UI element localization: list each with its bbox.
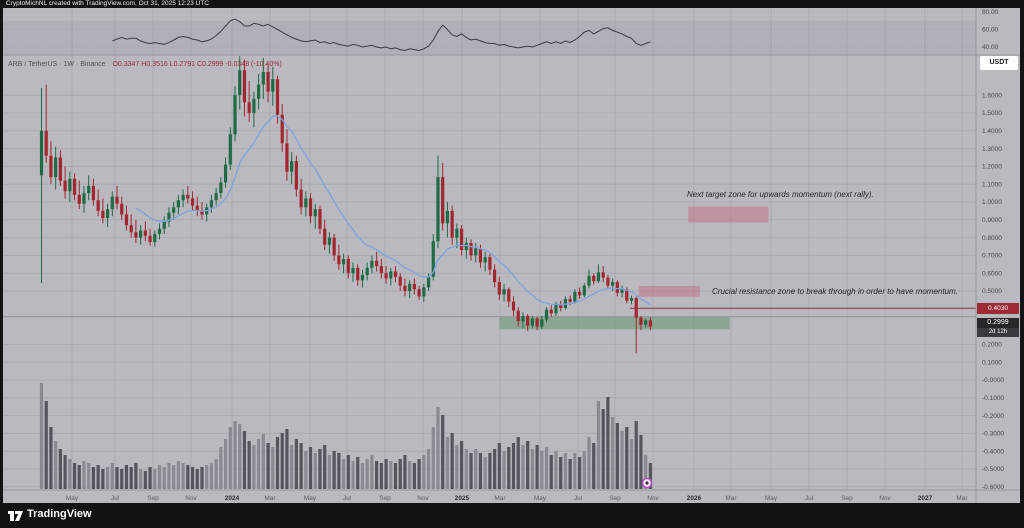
symbol-title[interactable]: ARB / TetherUS · 1W · Binance (8, 61, 106, 68)
svg-text:Sep: Sep (147, 495, 159, 502)
svg-text:2024: 2024 (225, 495, 240, 502)
svg-text:1.0000: 1.0000 (982, 199, 1002, 206)
svg-text:80.00: 80.00 (982, 9, 999, 16)
credit-text: CryptoMichNL created with TradingView.co… (6, 0, 210, 7)
svg-text:40.00: 40.00 (982, 44, 999, 51)
svg-text:0.6000: 0.6000 (982, 270, 1002, 277)
ohlc-values: O0.3347 H0.3516 L0.2791 C0.2999 -0.0348 … (112, 61, 282, 68)
svg-text:May: May (304, 495, 317, 502)
annotation-resistance-zone[interactable]: Crucial resistance zone to break through… (712, 287, 958, 296)
svg-text:Jul: Jul (805, 495, 814, 502)
svg-text:-0.1000: -0.1000 (982, 395, 1004, 402)
svg-text:1.6000: 1.6000 (982, 92, 1002, 99)
svg-text:Sep: Sep (841, 495, 853, 502)
tradingview-logo-icon[interactable] (8, 508, 24, 523)
symbol-legend[interactable]: ARB / TetherUS · 1W · Binance O0.3347 H0… (8, 61, 282, 68)
svg-text:0.2000: 0.2000 (982, 342, 1002, 349)
moving-average-line (135, 115, 651, 306)
svg-text:May: May (534, 495, 547, 502)
svg-text:Mar: Mar (264, 495, 276, 502)
time-axis[interactable]: May Jul Sep Nov 2024 Mar May Jul Sep Nov 2025 Mar Ma… (66, 495, 969, 502)
svg-text:2025: 2025 (455, 495, 470, 502)
svg-text:May: May (765, 495, 778, 502)
svg-text:Mar: Mar (494, 495, 506, 502)
svg-text:60.00: 60.00 (982, 27, 999, 34)
support-zone (499, 316, 730, 330)
svg-text:Jul: Jul (574, 495, 583, 502)
svg-text:Mar: Mar (956, 495, 968, 502)
svg-text:1.2000: 1.2000 (982, 164, 1002, 171)
svg-text:Sep: Sep (609, 495, 621, 502)
currency-toggle-button[interactable]: USDT (980, 56, 1018, 70)
volume-bars (39, 383, 652, 489)
rsi-line (112, 18, 651, 52)
svg-text:-0.0000: -0.0000 (982, 377, 1004, 384)
resistance-price-badge: 0.4030 (977, 303, 1019, 314)
svg-text:2027: 2027 (918, 495, 933, 502)
svg-text:Jul: Jul (111, 495, 120, 502)
svg-text:0.7000: 0.7000 (982, 253, 1002, 260)
svg-text:-0.4000: -0.4000 (982, 448, 1004, 455)
target-zone (688, 206, 769, 223)
svg-text:0.9000: 0.9000 (982, 217, 1002, 224)
svg-text:Nov: Nov (879, 495, 891, 502)
svg-text:-0.2000: -0.2000 (982, 413, 1004, 420)
rsi-axis[interactable]: 80.00 60.00 40.00 (982, 9, 999, 51)
svg-text:2026: 2026 (687, 495, 702, 502)
footer-bar: TradingView (0, 503, 1024, 528)
svg-text:0.5000: 0.5000 (982, 288, 1002, 295)
svg-text:0.1000: 0.1000 (982, 359, 1002, 366)
last-price-badge: 0.2999 2d 12h (977, 318, 1019, 337)
annotation-target-zone[interactable]: Next target zone for upwards momentum (n… (687, 190, 874, 199)
svg-text:1.4000: 1.4000 (982, 128, 1002, 135)
tradingview-brand-text[interactable]: TradingView (27, 508, 92, 520)
svg-text:May: May (66, 495, 79, 502)
header-credit-bar: CryptoMichNL created with TradingView.co… (0, 0, 1024, 8)
svg-text:-0.5000: -0.5000 (982, 466, 1004, 473)
last-price-value: 0.2999 (987, 319, 1009, 326)
svg-text:-0.6000: -0.6000 (982, 484, 1004, 491)
price-axis[interactable]: 1.6000 1.5000 1.4000 1.3000 1.2000 1.1000 1.00… (982, 92, 1004, 491)
drawing-zones[interactable] (499, 206, 769, 330)
svg-text:Nov: Nov (185, 495, 197, 502)
svg-text:1.3000: 1.3000 (982, 146, 1002, 153)
svg-text:1.1000: 1.1000 (982, 181, 1002, 188)
pane-separators (3, 8, 1020, 503)
svg-text:1.5000: 1.5000 (982, 110, 1002, 117)
bar-close-countdown: 2d 12h (977, 328, 1019, 337)
resistance-zone (638, 286, 700, 297)
svg-text:Mar: Mar (725, 495, 737, 502)
svg-text:Sep: Sep (379, 495, 391, 502)
svg-text:-0.3000: -0.3000 (982, 431, 1004, 438)
svg-text:Nov: Nov (647, 495, 659, 502)
svg-text:Nov: Nov (417, 495, 429, 502)
svg-text:Jul: Jul (343, 495, 352, 502)
last-bar-marker[interactable] (641, 477, 653, 489)
svg-text:0.8000: 0.8000 (982, 235, 1002, 242)
